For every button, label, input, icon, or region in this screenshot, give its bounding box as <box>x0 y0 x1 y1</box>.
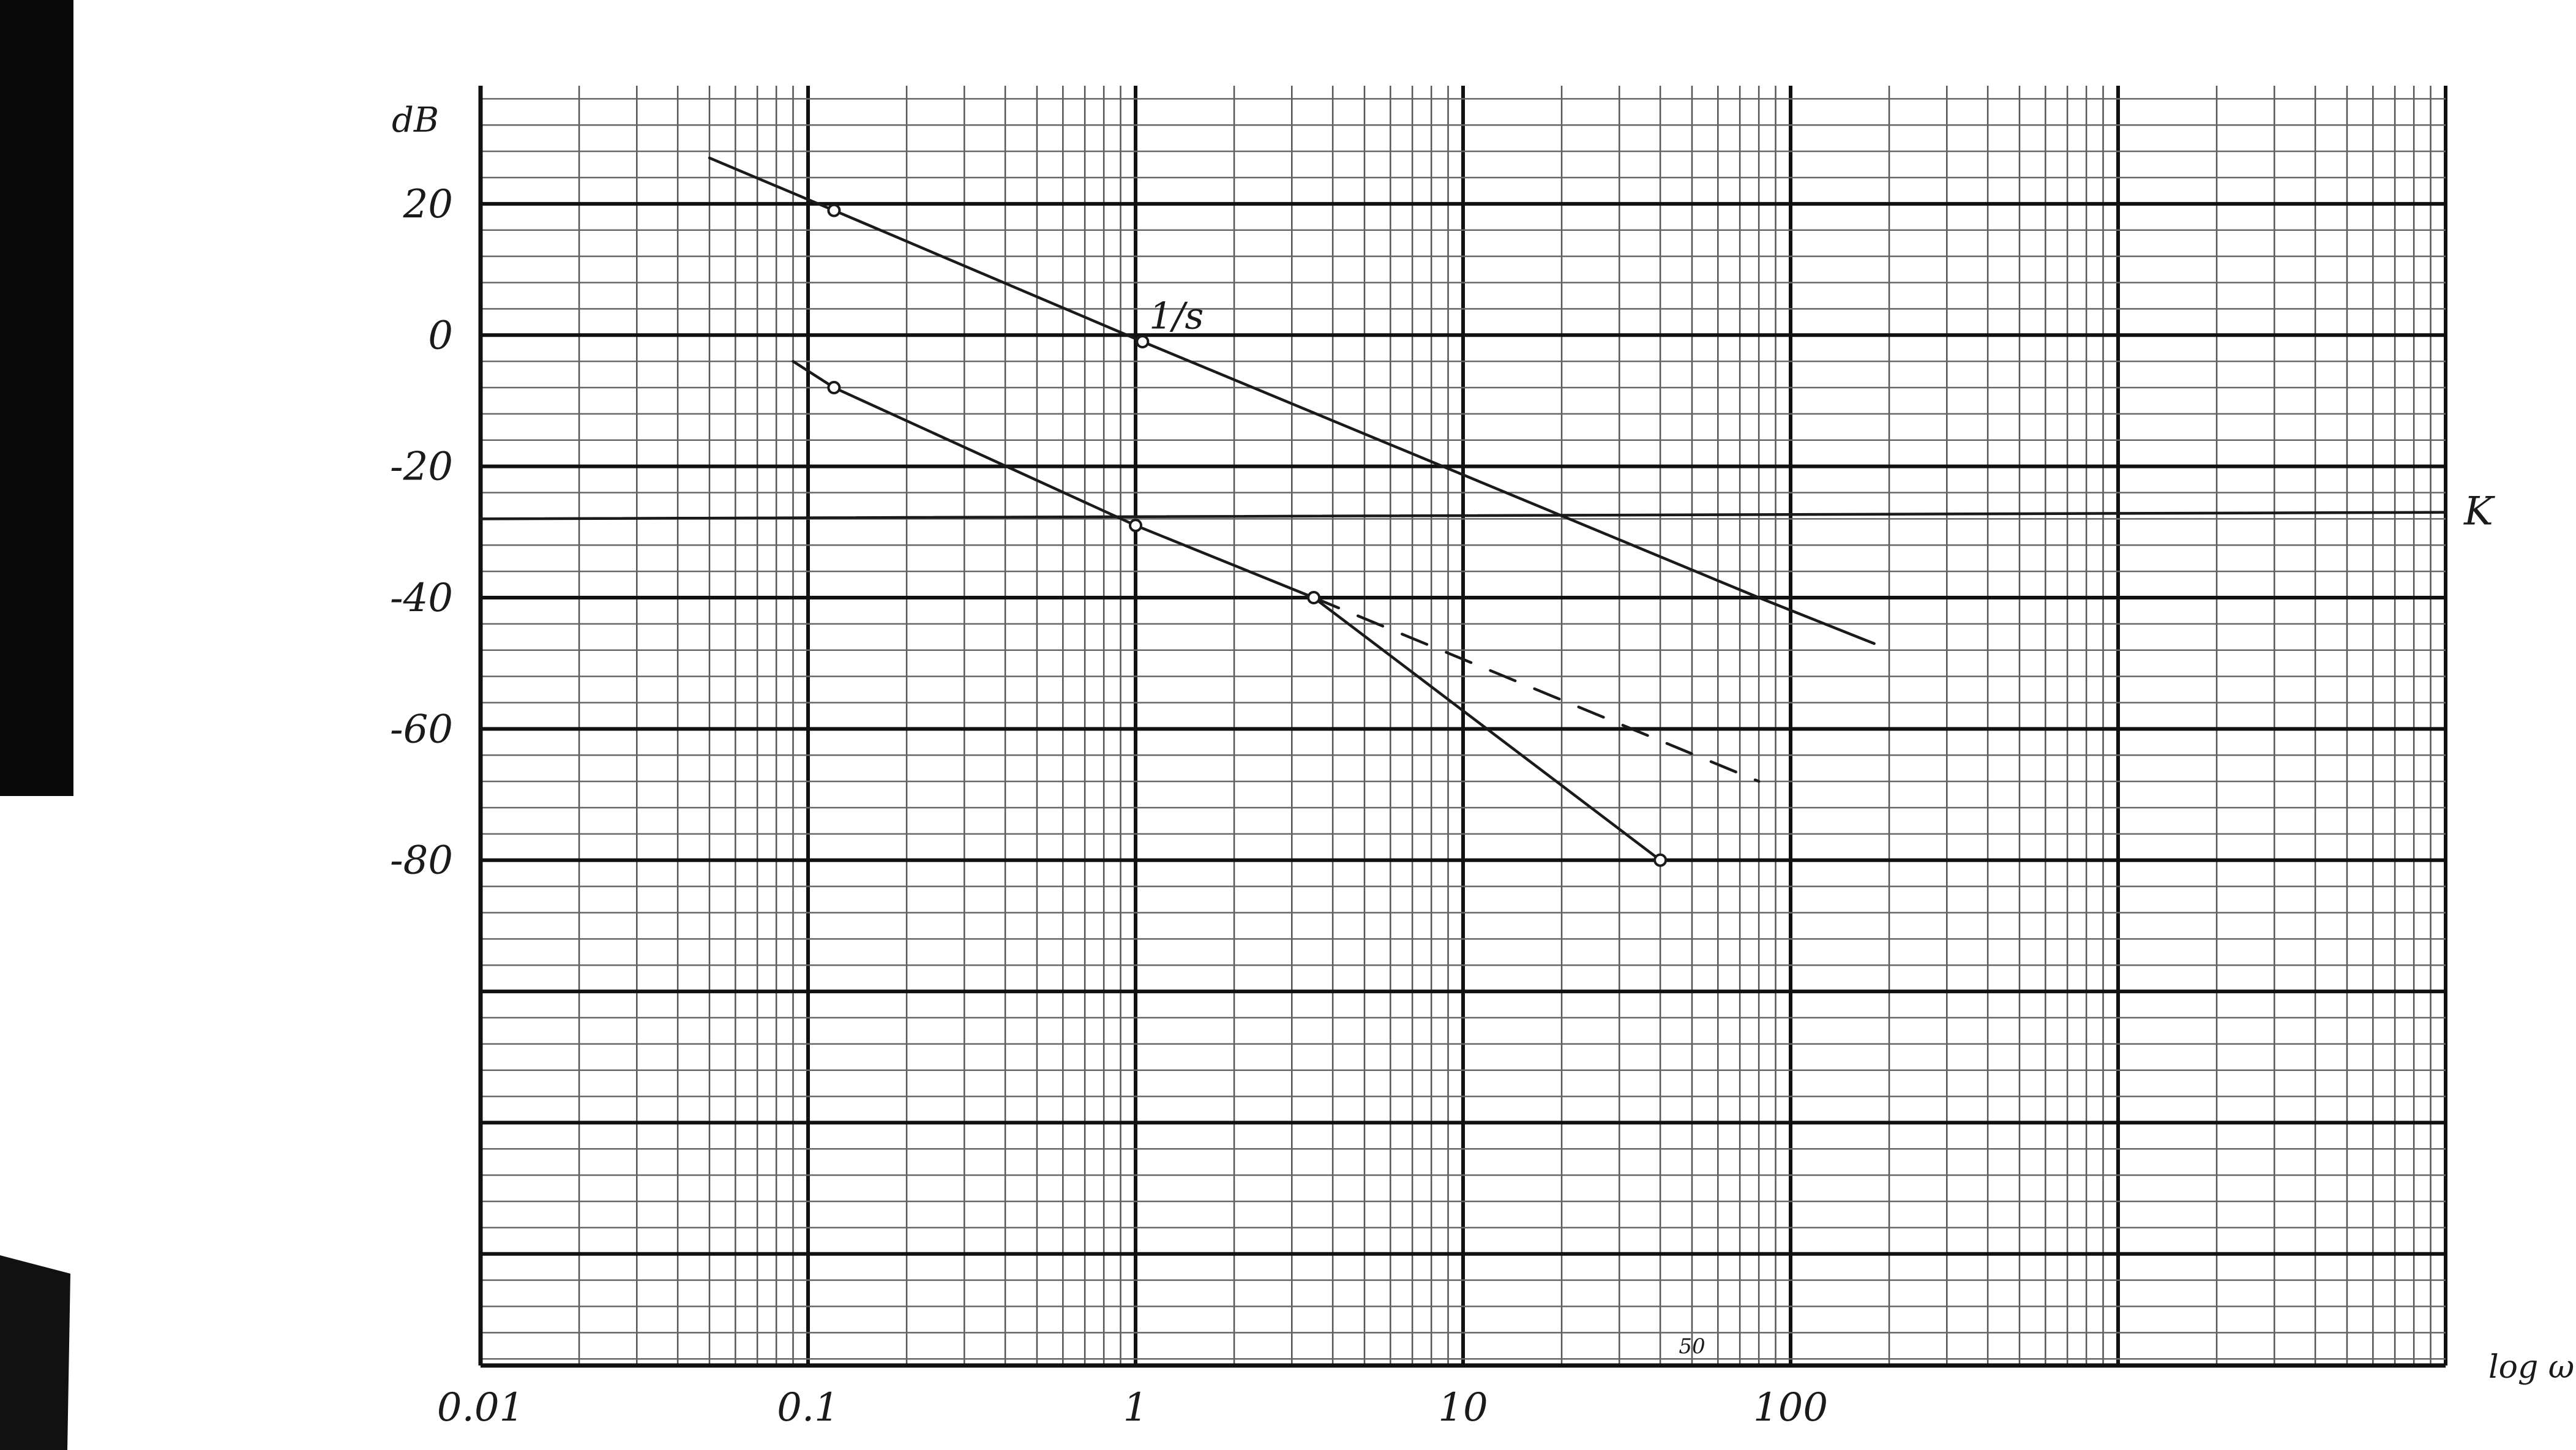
x-tick-label: 100 <box>1753 1385 1828 1430</box>
x-tick-label: 0.1 <box>777 1385 839 1430</box>
x-axis-label: log ω <box>2488 1349 2574 1386</box>
y-tick-label: 20 <box>403 182 453 227</box>
log-grid <box>478 86 2447 1368</box>
data-point-1 <box>827 203 841 217</box>
data-point-2 <box>1136 335 1150 348</box>
page-edge-shadow <box>0 0 73 796</box>
series-line-3 <box>1312 596 1761 783</box>
annotation-label: 50 <box>1679 1334 1705 1359</box>
y-tick-label: 0 <box>428 313 453 358</box>
x-tick-label: 0.01 <box>437 1385 525 1430</box>
series-line-4 <box>479 511 2447 520</box>
x-tick-label: 10 <box>1438 1385 1488 1430</box>
y-tick-label: -20 <box>390 445 453 490</box>
y-tick-label: -40 <box>390 576 453 621</box>
data-point-6 <box>1653 853 1668 867</box>
data-point-4 <box>1129 519 1142 533</box>
y-tick-label: -60 <box>390 707 453 752</box>
y-axis-label: dB <box>392 100 439 140</box>
data-point-3 <box>827 381 841 395</box>
point-markers <box>827 203 1668 867</box>
y-tick-label: -80 <box>390 838 453 884</box>
labels: 0.01 0.1 1 10 100 20 0 -20 -40 -60 -80 dB log ω 1/s K 5… <box>390 100 2574 1430</box>
annotation-label: K <box>2463 489 2495 535</box>
page-corner-shadow <box>0 1255 70 1450</box>
x-tick-label: 1 <box>1123 1385 1148 1430</box>
data-point-5 <box>1307 591 1321 604</box>
annotation-label: 1/s <box>1149 295 1204 338</box>
